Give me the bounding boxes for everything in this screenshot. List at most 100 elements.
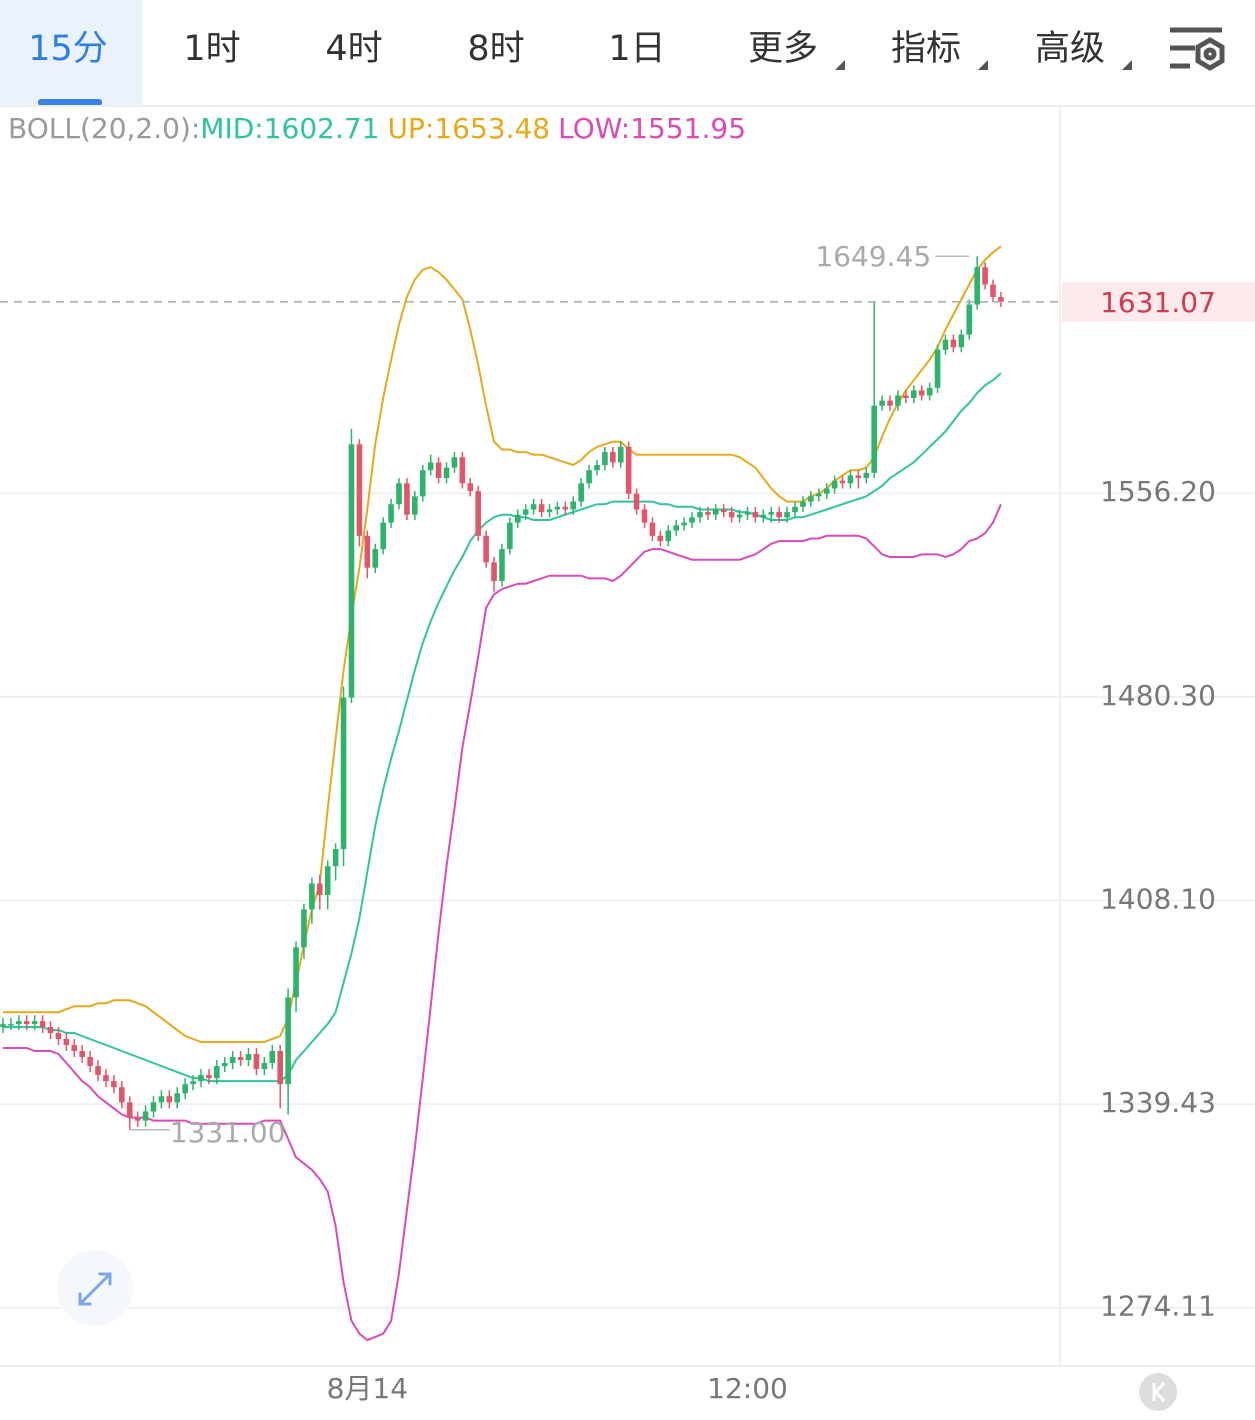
candle-body [863,472,870,479]
expand-button[interactable] [57,1250,133,1326]
tab-label[interactable]: 1日 [608,29,665,69]
candle-body [744,512,751,515]
candle-body [617,446,624,463]
candle-body [705,512,711,515]
candle-body [792,506,798,513]
candle-body [689,517,695,523]
candle-body [815,493,822,497]
candle-body [602,452,608,466]
candle-body [443,467,450,479]
candle-body [55,1033,62,1040]
candle-body [293,947,299,998]
settings-icon[interactable] [1170,27,1225,71]
legend-entry: MID:1602.71 [200,112,379,145]
tab-label[interactable]: 高级 [1035,29,1105,69]
candle-body [586,470,592,484]
candle-body [578,483,584,502]
y-tick-label: 1274.11 [1100,1290,1216,1323]
tab-label[interactable]: 15分 [28,29,108,69]
candle-body [150,1102,157,1112]
indicator-legend: BOLL(20,2.0):MID:1602.71 UP:1653.48 LOW:15… [8,112,746,145]
candle-body [546,509,553,513]
dropdown-triangle [978,60,988,70]
candle-body [206,1075,212,1079]
active-tab-indicator [38,99,102,106]
chart: 1556.20 1480.30 1408.10 1339.43 1274.11 8月14 1… [0,240,1255,1405]
tab-label[interactable]: 指标 [891,29,961,69]
candle-body [0,1024,6,1028]
candle-body [79,1051,85,1058]
candle-body [221,1063,228,1067]
candle-body [649,522,656,536]
candle-body [309,883,315,910]
candle-body [625,446,632,494]
candle-body [641,509,648,523]
candle-body [427,462,434,471]
candle-body [95,1066,101,1076]
candle-body [71,1045,78,1052]
last-price-label: 1631.07 [1100,286,1216,319]
candle-body [934,349,941,388]
candle-body [340,697,347,850]
active-tab-bg [0,0,142,106]
candle-body [958,334,965,348]
candle-body [404,483,410,515]
tab-label[interactable]: 8时 [467,29,524,69]
indicator-text: BOLL(20,2.0):MID:1602.71 UP:1653.48 LOW:15… [8,112,746,145]
candle-body [190,1081,196,1085]
y-tick-label: 1408.10 [1100,882,1216,915]
candle-body [158,1096,165,1103]
candle-body [966,304,973,335]
indicator-name: BOLL(20,2.0): [8,112,200,145]
candle-body [713,509,719,515]
tab-label[interactable]: 更多 [748,29,818,69]
candle-body [610,452,616,463]
candle-body [507,522,513,550]
candle-body [974,267,980,305]
candle-body [847,475,854,484]
tab-label[interactable]: 4时 [325,29,382,69]
candle-body [515,514,521,523]
candle-body [570,501,577,510]
min-label: 1331.00 [170,1116,286,1149]
band-line [3,372,1002,1083]
candle-body [198,1075,204,1082]
candle-body [412,496,418,515]
candle-body [855,475,862,479]
candle-body [808,496,814,502]
candle-body [119,1087,125,1103]
candle-body [530,504,537,510]
candle-body [380,522,386,550]
candle-body [245,1054,252,1061]
candle-body [277,1051,283,1085]
candle-body [451,457,458,468]
candle-body [467,483,474,492]
y-tick-label: 1339.43 [1100,1086,1216,1119]
candle-body [388,504,394,523]
candle-body [483,535,489,563]
candle-body [911,390,917,399]
candle-body [760,514,767,518]
last-price-box [1062,281,1255,322]
candle-body [301,909,307,948]
candle-body [134,1117,141,1121]
k-line-button[interactable] [1139,1373,1177,1411]
tab-label[interactable]: 1时 [183,29,240,69]
candle-body [253,1054,260,1070]
candle-body [324,866,331,895]
candle-body [39,1021,46,1028]
candle-body [63,1039,70,1046]
candle-body [475,491,481,536]
candle-body [435,462,442,479]
candle-body [982,267,988,285]
candle-body [823,488,830,494]
candle-body [538,504,545,513]
candle-body [895,395,901,406]
candle-body [214,1066,220,1079]
candle-body [126,1102,133,1118]
candle-body [697,512,703,518]
candle-body [776,512,782,518]
candle-body [681,522,687,526]
